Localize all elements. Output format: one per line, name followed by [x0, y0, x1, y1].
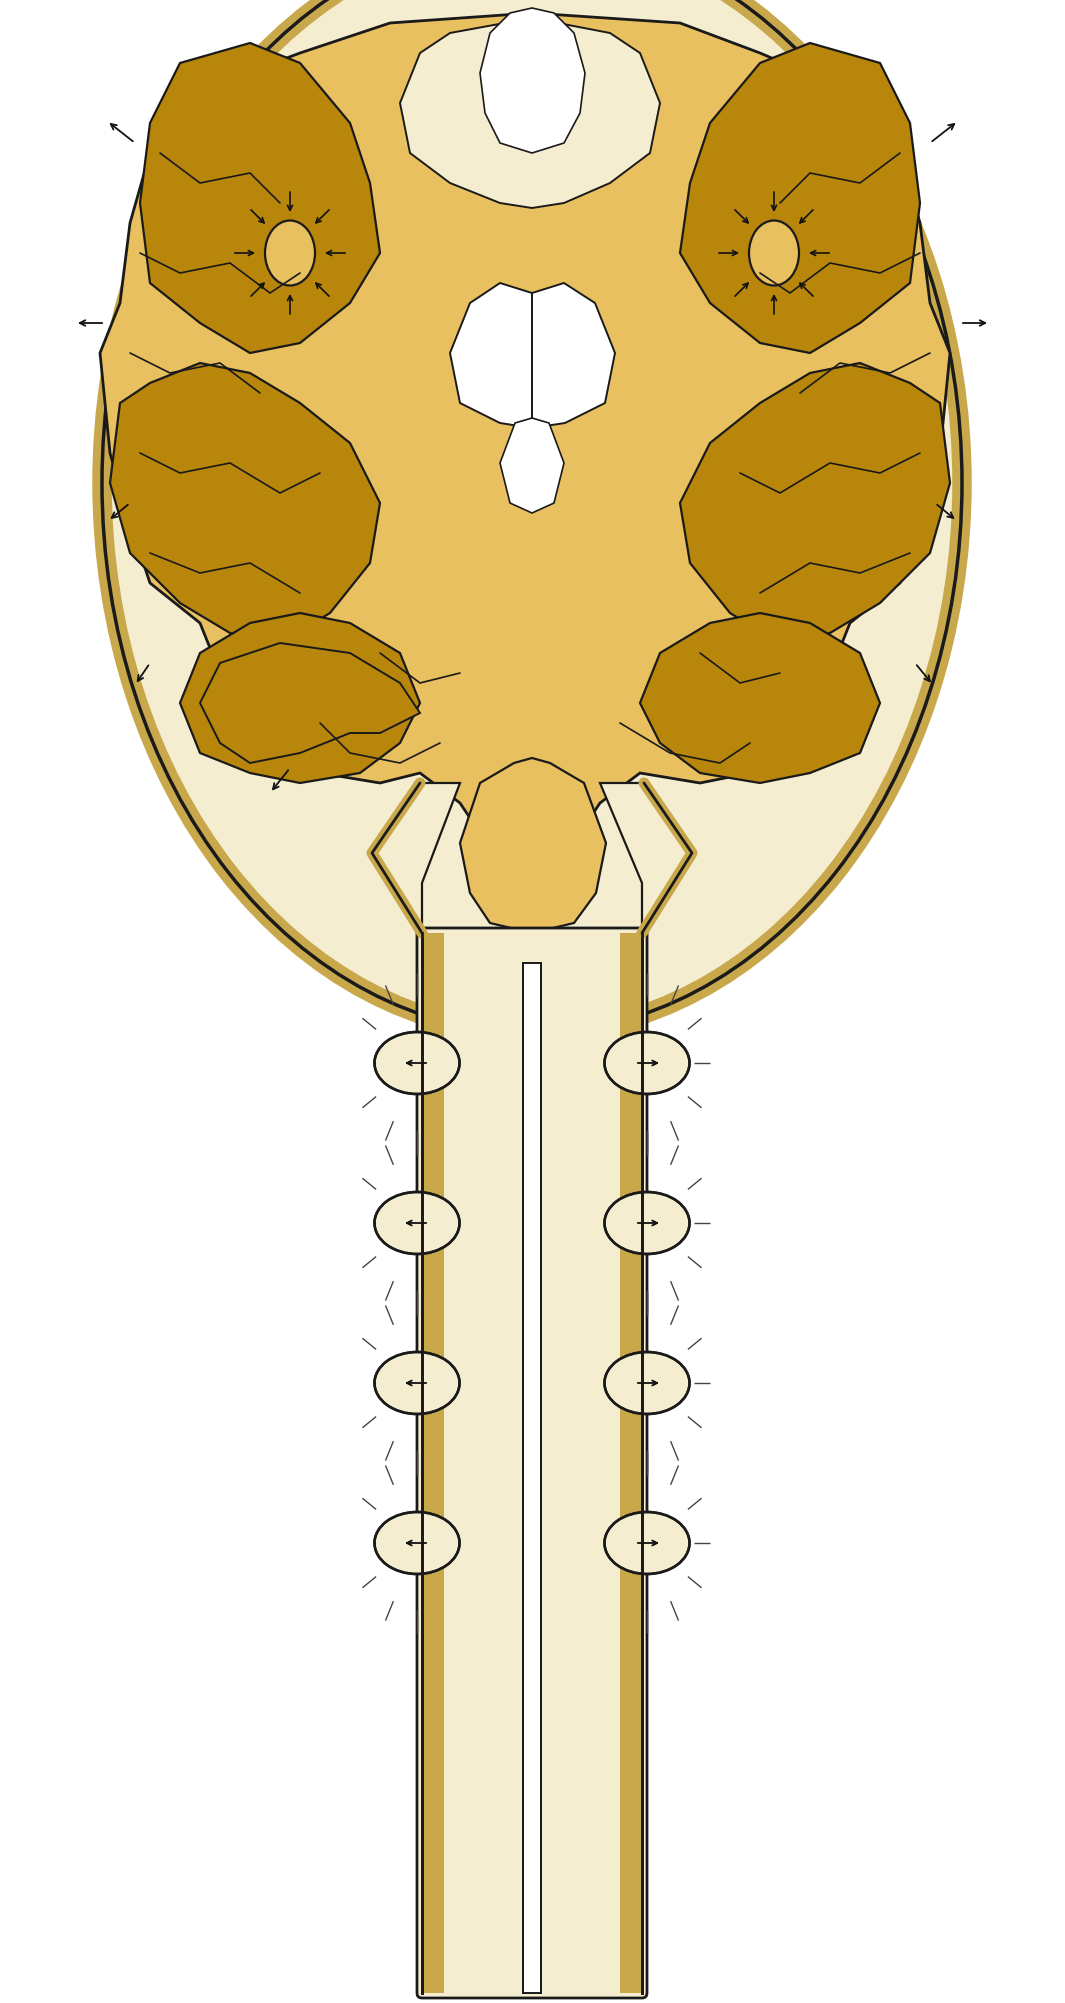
Ellipse shape — [375, 1192, 459, 1254]
Ellipse shape — [265, 220, 315, 286]
Polygon shape — [480, 8, 585, 152]
Polygon shape — [499, 419, 564, 513]
Ellipse shape — [749, 220, 799, 286]
Polygon shape — [100, 12, 950, 883]
Bar — [620, 933, 642, 1993]
Polygon shape — [200, 643, 420, 763]
Polygon shape — [372, 783, 460, 933]
Ellipse shape — [375, 1032, 459, 1094]
Ellipse shape — [605, 1032, 689, 1094]
Polygon shape — [450, 282, 532, 429]
Ellipse shape — [375, 1512, 459, 1574]
Polygon shape — [600, 783, 692, 933]
Ellipse shape — [605, 1512, 689, 1574]
Polygon shape — [140, 42, 380, 353]
Polygon shape — [180, 613, 420, 783]
FancyBboxPatch shape — [417, 927, 648, 1999]
Bar — [523, 963, 541, 1993]
Polygon shape — [460, 757, 606, 933]
Ellipse shape — [375, 1352, 459, 1414]
Ellipse shape — [102, 0, 962, 1034]
Polygon shape — [110, 363, 380, 643]
Polygon shape — [679, 363, 950, 643]
Polygon shape — [400, 18, 660, 208]
Bar — [422, 933, 444, 1993]
Polygon shape — [532, 282, 615, 429]
Polygon shape — [679, 42, 920, 353]
Ellipse shape — [605, 1352, 689, 1414]
Ellipse shape — [605, 1192, 689, 1254]
Polygon shape — [640, 613, 880, 783]
